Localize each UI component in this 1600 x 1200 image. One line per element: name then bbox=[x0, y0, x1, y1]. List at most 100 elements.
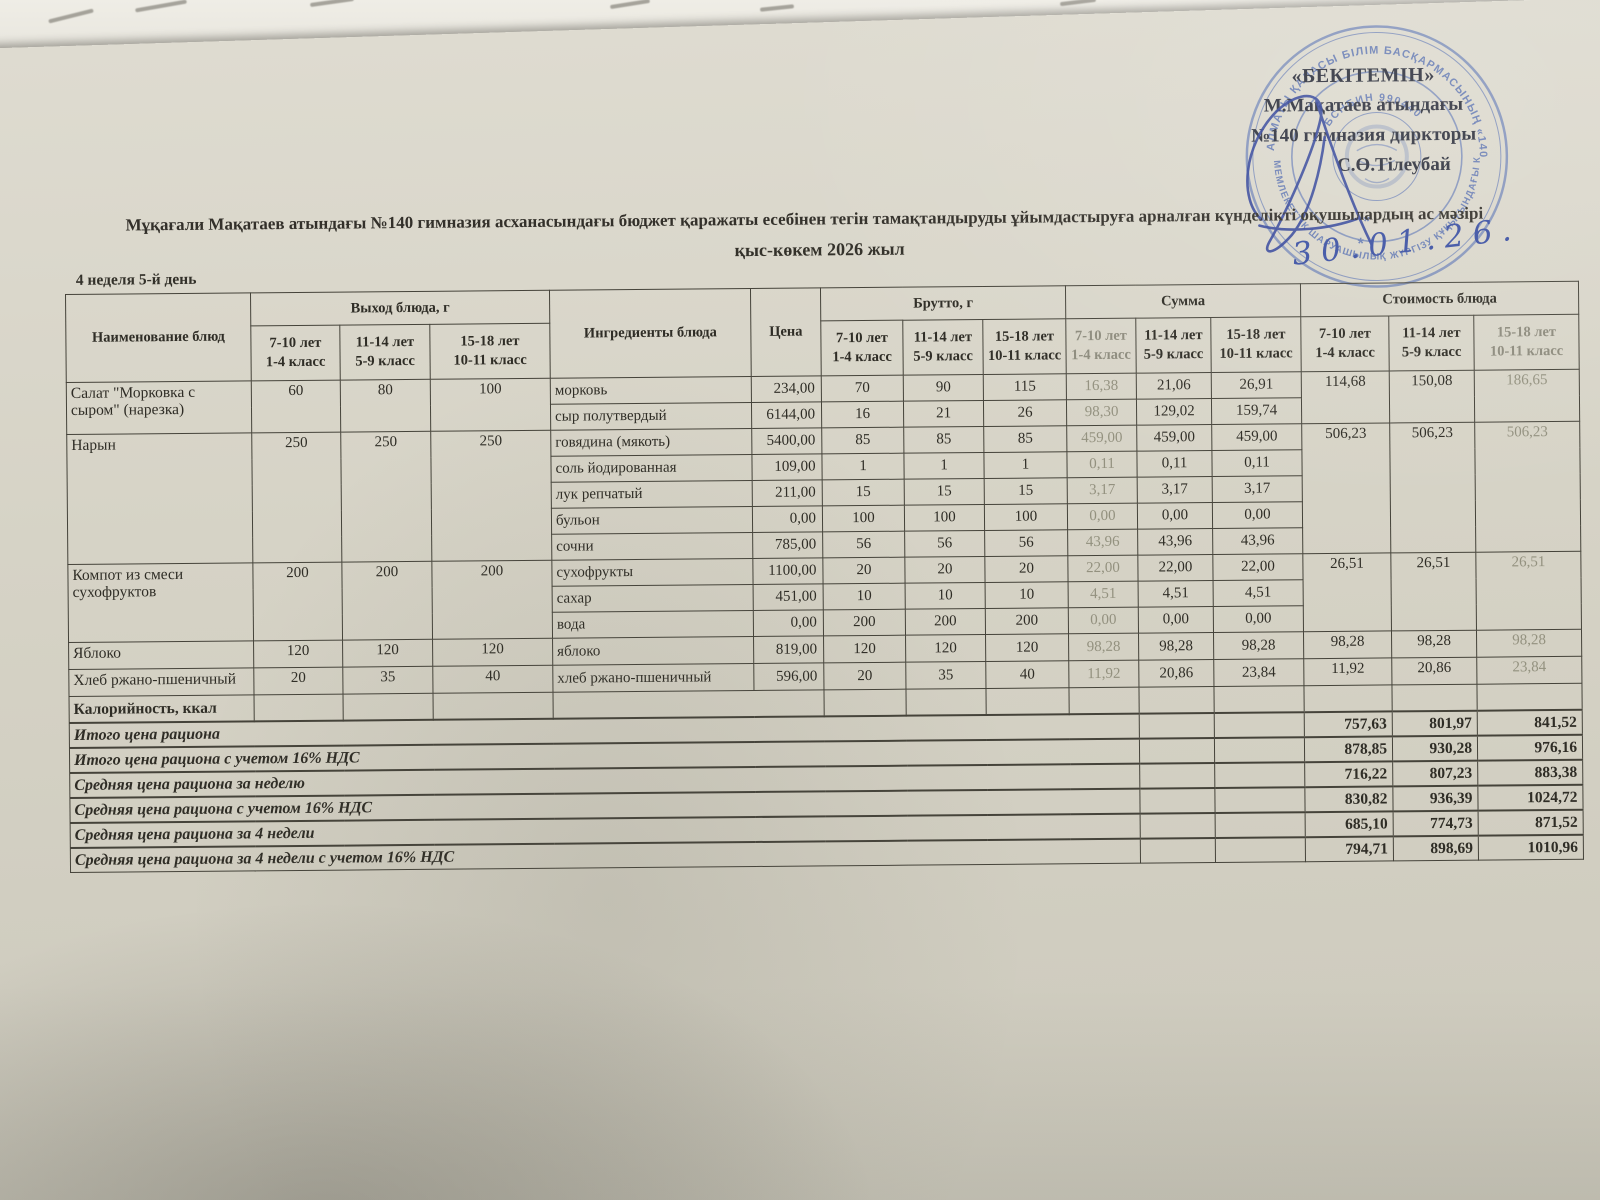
col-header-cost-group: Стоимость блюда bbox=[1300, 281, 1579, 317]
cost-cell: 114,68 bbox=[1301, 370, 1390, 424]
brutto-cell: 10 bbox=[985, 581, 1069, 609]
total-value-cell: 685,10 bbox=[1305, 811, 1394, 838]
total-value-cell: 930,28 bbox=[1392, 735, 1478, 762]
empty-cell bbox=[905, 688, 987, 716]
price-cell: 785,00 bbox=[752, 531, 823, 559]
empty-cell bbox=[1213, 685, 1305, 713]
vyhod-cell: 250 bbox=[340, 431, 432, 563]
total-value-cell: 883,38 bbox=[1477, 759, 1583, 786]
total-value-cell: 871,52 bbox=[1478, 809, 1584, 836]
brutto-cell: 70 bbox=[821, 375, 904, 402]
calories-label-cell: Калорийность, ккал bbox=[69, 694, 255, 723]
brutto-cell: 120 bbox=[905, 634, 986, 663]
summa-cell: 0,00 bbox=[1068, 607, 1139, 634]
ingredient-name-cell: яблоко bbox=[552, 636, 754, 666]
dish-name-cell: Хлеб ржано-пшеничный bbox=[68, 667, 255, 697]
brutto-cell: 85 bbox=[821, 427, 904, 454]
summa-cell: 22,00 bbox=[1212, 553, 1304, 581]
ingredient-name-cell: лук репчатый bbox=[551, 480, 753, 509]
price-cell: 451,00 bbox=[753, 583, 824, 611]
total-value-cell: 936,39 bbox=[1392, 785, 1479, 812]
summa-cell: 0,11 bbox=[1066, 451, 1138, 478]
summa-cell: 20,86 bbox=[1138, 659, 1214, 688]
brutto-cell: 100 bbox=[984, 503, 1068, 531]
vyhod-cell: 120 bbox=[253, 640, 343, 668]
empty-cell bbox=[552, 689, 825, 719]
dish-name-cell: Салат "Морковка с сыром" (нарезка) bbox=[66, 380, 252, 435]
brutto-cell: 100 bbox=[904, 504, 985, 532]
cost-cell: 26,51 bbox=[1475, 551, 1582, 631]
ingredient-name-cell: бульон bbox=[551, 506, 753, 535]
cost-cell: 506,23 bbox=[1301, 422, 1391, 554]
ingredient-name-cell: соль йодированная bbox=[550, 454, 753, 483]
summa-cell: 98,30 bbox=[1066, 399, 1137, 426]
summa-cell: 129,02 bbox=[1136, 398, 1212, 426]
cost-cell: 20,86 bbox=[1391, 657, 1477, 685]
official-stamp: АЛМАТЫ ҚАЛАСЫ БІЛІМ БАСҚАРМАСЫНЫҢ «140 Г… bbox=[1226, 5, 1529, 308]
brutto-cell: 21 bbox=[903, 400, 984, 428]
brutto-cell: 85 bbox=[903, 426, 984, 454]
cost-cell: 98,28 bbox=[1391, 630, 1477, 658]
total-value-cell: 841,52 bbox=[1477, 709, 1583, 736]
col-subheader-age: 7-10 лет 1-4 класс bbox=[250, 325, 341, 381]
summa-cell: 459,00 bbox=[1211, 423, 1302, 451]
brutto-cell: 20 bbox=[822, 557, 906, 584]
cost-cell: 98,28 bbox=[1303, 630, 1392, 659]
total-value-cell: 1024,72 bbox=[1477, 784, 1584, 811]
ingredient-name-cell: говядина (мякоть) bbox=[550, 428, 752, 457]
empty-cell bbox=[1476, 683, 1583, 711]
empty-cell bbox=[254, 694, 344, 722]
brutto-cell: 15 bbox=[904, 478, 985, 506]
summa-cell: 23,84 bbox=[1213, 658, 1304, 687]
empty-cell bbox=[985, 687, 1070, 715]
cost-cell: 150,08 bbox=[1389, 370, 1475, 423]
cost-cell: 98,28 bbox=[1476, 629, 1582, 658]
empty-cell bbox=[1068, 687, 1140, 715]
cost-cell: 23,84 bbox=[1476, 656, 1582, 685]
summa-cell: 3,17 bbox=[1212, 475, 1303, 503]
col-header-ingredients: Ингредиенты блюда bbox=[549, 288, 752, 379]
summa-cell: 159,74 bbox=[1211, 397, 1302, 425]
dish-name-cell: Компот из смеси сухофруктов bbox=[67, 562, 254, 643]
col-subheader-age: 11-14 лет 5-9 класс bbox=[1135, 317, 1212, 374]
total-value-cell: 774,73 bbox=[1393, 810, 1479, 837]
empty-cell bbox=[1139, 762, 1215, 789]
empty-cell bbox=[1139, 787, 1216, 814]
brutto-cell: 35 bbox=[905, 661, 986, 690]
summa-cell: 0,00 bbox=[1137, 502, 1213, 530]
col-subheader-age: 11-14 лет 5-9 класс bbox=[1388, 315, 1475, 371]
empty-cell bbox=[1138, 686, 1215, 714]
summa-cell: 98,28 bbox=[1213, 631, 1304, 660]
summa-cell: 26,91 bbox=[1211, 371, 1302, 399]
brutto-cell: 1 bbox=[983, 451, 1068, 479]
vyhod-cell: 80 bbox=[340, 379, 431, 433]
brutto-cell: 20 bbox=[904, 556, 986, 584]
brutto-cell: 1 bbox=[821, 453, 905, 480]
brutto-cell: 15 bbox=[822, 479, 905, 506]
summa-cell: 16,38 bbox=[1066, 373, 1137, 400]
ingredient-name-cell: сухофрукты bbox=[551, 558, 754, 587]
vyhod-cell: 200 bbox=[431, 560, 553, 640]
summa-cell: 0,11 bbox=[1136, 450, 1213, 478]
vyhod-cell: 60 bbox=[251, 380, 341, 433]
vyhod-cell: 120 bbox=[432, 638, 553, 667]
col-header-brutto-group: Брутто, г bbox=[820, 285, 1066, 321]
brutto-cell: 20 bbox=[984, 555, 1069, 583]
col-header-vyhod-group: Выход блюда, г bbox=[250, 290, 550, 326]
brutto-cell: 100 bbox=[822, 505, 905, 532]
brutto-cell: 56 bbox=[904, 530, 985, 558]
vyhod-cell: 200 bbox=[341, 561, 433, 641]
cost-cell: 26,51 bbox=[1390, 552, 1477, 631]
total-value-cell: 830,82 bbox=[1304, 786, 1394, 813]
total-value-cell: 807,23 bbox=[1392, 760, 1478, 787]
dish-name-cell: Яблоко bbox=[68, 640, 254, 670]
stamp-asterisk: * bbox=[1358, 236, 1365, 253]
summa-cell: 43,96 bbox=[1212, 527, 1303, 555]
total-value-cell: 801,97 bbox=[1392, 710, 1478, 737]
signature bbox=[1198, 47, 1540, 290]
summa-cell: 43,96 bbox=[1137, 528, 1213, 556]
brutto-cell: 1 bbox=[903, 452, 985, 480]
cost-cell: 506,23 bbox=[1389, 422, 1476, 553]
empty-cell bbox=[823, 689, 907, 717]
total-value-cell: 794,71 bbox=[1305, 836, 1394, 862]
